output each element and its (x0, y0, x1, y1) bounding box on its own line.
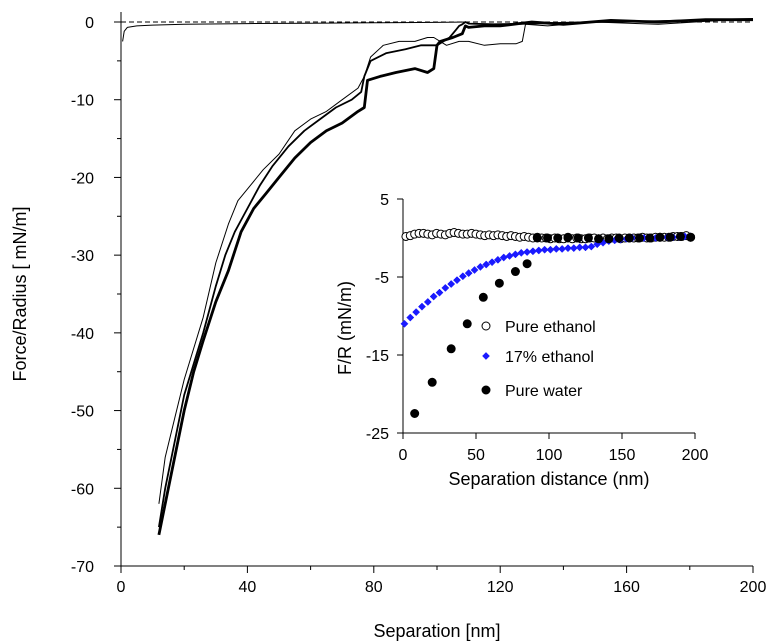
inset-x-tick-label: 0 (399, 447, 408, 464)
data-point (614, 233, 624, 243)
data-point (624, 233, 634, 243)
legend-marker (481, 385, 491, 395)
data-point (470, 266, 479, 274)
data-point (540, 245, 549, 254)
force-curves (122, 18, 754, 536)
inset-y-tick-label: -5 (375, 270, 389, 287)
data-point (587, 242, 596, 251)
data-point (594, 234, 604, 244)
data-point (563, 232, 573, 242)
inset-x-tick-label: 150 (609, 447, 636, 464)
main-x-tick-label: 120 (487, 579, 514, 596)
data-point (476, 262, 485, 271)
data-point (435, 288, 444, 297)
data-point (665, 232, 675, 242)
main-y-tick-label: 0 (85, 15, 94, 32)
inset-x-tick-label: 200 (682, 447, 709, 464)
main-x-tick-label: 80 (365, 579, 383, 596)
data-point (441, 283, 450, 292)
data-point (462, 319, 472, 329)
main-x-tick-label: 40 (239, 579, 257, 596)
force-curve-1 (122, 21, 469, 42)
data-point (675, 231, 685, 241)
main-y-tick-label: -70 (71, 559, 94, 576)
data-point (400, 319, 409, 328)
data-point (635, 233, 645, 243)
data-point (575, 243, 584, 252)
inset-y-tick-label: 5 (380, 192, 389, 209)
data-point (447, 280, 456, 288)
data-point (583, 233, 593, 243)
legend-marker (482, 352, 490, 360)
data-point (423, 298, 432, 306)
data-point (418, 302, 426, 311)
data-point (412, 308, 421, 317)
main-y-tick-label: -40 (71, 326, 94, 343)
data-point (458, 272, 467, 281)
inset-y-axis-title: F/R (mN/m) (335, 281, 355, 375)
data-point (410, 409, 420, 418)
data-point (645, 233, 655, 243)
main-x-tick-label: 160 (613, 579, 640, 596)
data-point (427, 377, 437, 387)
inset-chart: 0 50 100 150 200 5 -5 -15 -25 Pure ethanol 17% et… (320, 188, 710, 508)
data-point (573, 233, 583, 243)
data-point (488, 258, 497, 267)
data-point (446, 344, 456, 354)
data-point (564, 244, 572, 253)
legend-label: Pure water (505, 383, 583, 400)
data-point (510, 267, 520, 277)
inset-x-axis-title: Separation distance (nm) (448, 469, 649, 489)
data-point (482, 260, 491, 269)
inset-y-tick-label: -15 (366, 348, 389, 365)
main-y-tick-label: -20 (71, 170, 94, 187)
main-x-axis-title: Separation [nm] (373, 621, 500, 641)
main-y-tick-label: -30 (71, 248, 94, 265)
data-point (522, 259, 532, 269)
main-y-tick-label: -10 (71, 93, 94, 110)
data-point (494, 278, 504, 288)
force-curve-2 (158, 19, 753, 504)
legend-marker (481, 321, 491, 331)
data-point (493, 255, 502, 264)
data-point (478, 292, 488, 302)
main-y-tick-label: -60 (71, 481, 94, 498)
data-point (552, 244, 561, 253)
force-curve-3 (158, 18, 754, 528)
legend-label: 17% ethanol (505, 349, 594, 366)
data-point (464, 269, 473, 278)
series-pure-water (410, 231, 696, 418)
data-point (543, 233, 553, 243)
main-y-axis-title: Force/Radius [ mN/m] (10, 206, 30, 381)
data-point (686, 232, 696, 242)
data-point (532, 233, 542, 243)
inset-legend: Pure ethanol 17% ethanol Pure water (481, 319, 596, 400)
inset-x-tick-label: 50 (467, 447, 485, 464)
data-point (429, 292, 438, 301)
main-x-tick-label: 200 (740, 579, 767, 596)
force-curve-4 (157, 18, 753, 536)
main-y-tick-label: -50 (71, 404, 94, 421)
data-point (453, 276, 461, 285)
data-point (406, 313, 415, 322)
data-point (553, 233, 563, 243)
legend-label: Pure ethanol (505, 319, 596, 336)
data-point (604, 234, 614, 244)
inset-y-tick-label: -25 (366, 426, 389, 443)
inset-x-tick-label: 100 (536, 447, 563, 464)
inset-markers (400, 228, 696, 418)
main-x-tick-label: 0 (117, 579, 126, 596)
data-point (655, 232, 665, 242)
